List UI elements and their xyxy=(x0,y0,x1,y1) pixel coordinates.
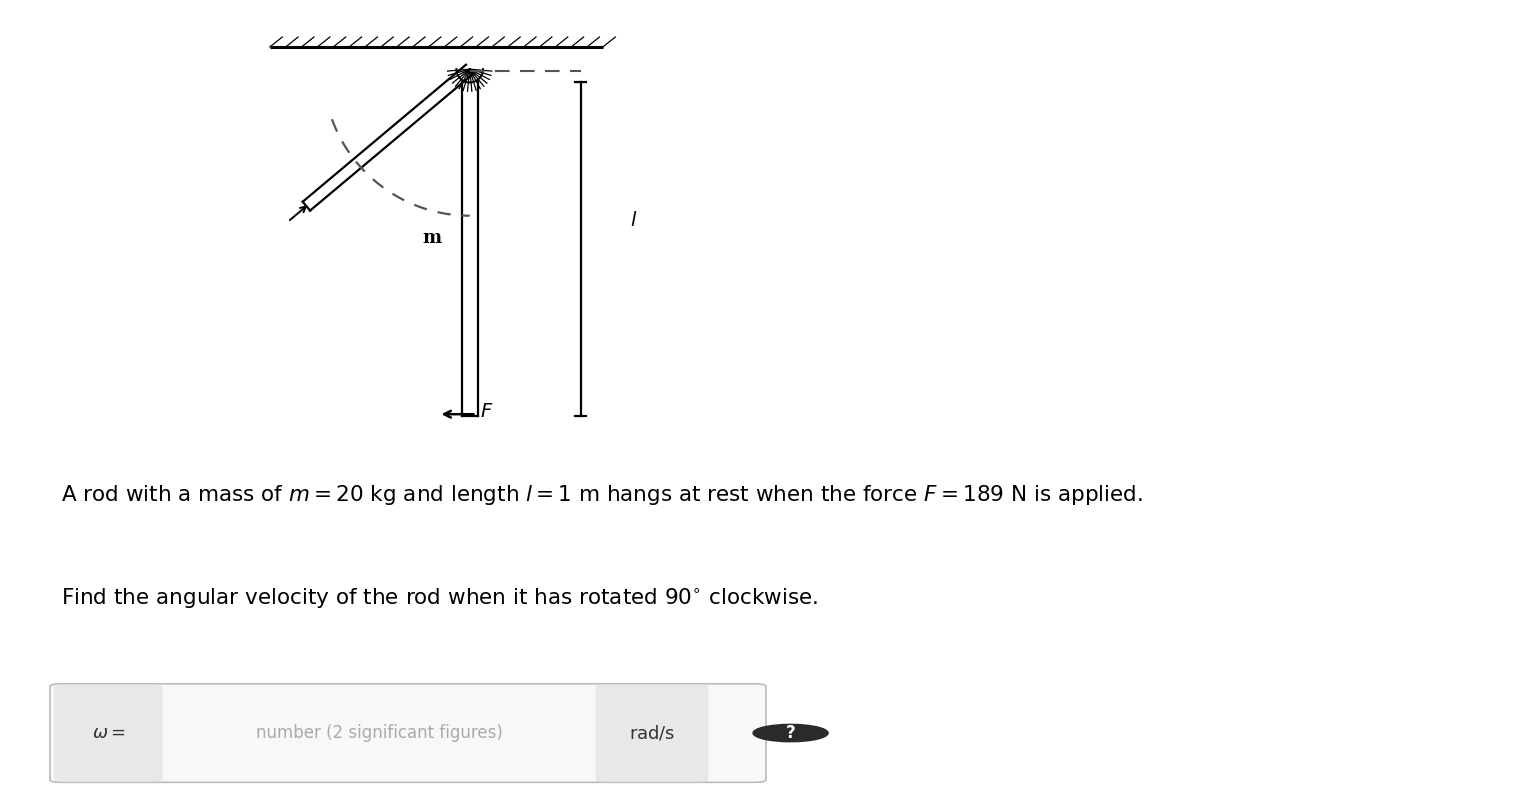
Text: $F$: $F$ xyxy=(479,403,493,421)
Text: ?: ? xyxy=(786,724,796,742)
Text: $\omega =$: $\omega =$ xyxy=(92,724,126,742)
Text: rad$/$s: rad$/$s xyxy=(628,723,676,742)
Text: number (2 significant figures): number (2 significant figures) xyxy=(255,724,502,742)
Text: Find the angular velocity of the rod when it has rotated $90^{\circ}$ clockwise.: Find the angular velocity of the rod whe… xyxy=(61,587,819,611)
FancyBboxPatch shape xyxy=(49,684,766,783)
Text: A rod with a mass of $m = 20$ kg and length $l = 1$ m hangs at rest when the for: A rod with a mass of $m = 20$ kg and len… xyxy=(61,483,1143,508)
Text: $l$: $l$ xyxy=(630,211,637,230)
FancyBboxPatch shape xyxy=(54,684,163,781)
Text: m: m xyxy=(422,229,441,247)
Circle shape xyxy=(753,724,828,741)
FancyBboxPatch shape xyxy=(596,684,708,781)
